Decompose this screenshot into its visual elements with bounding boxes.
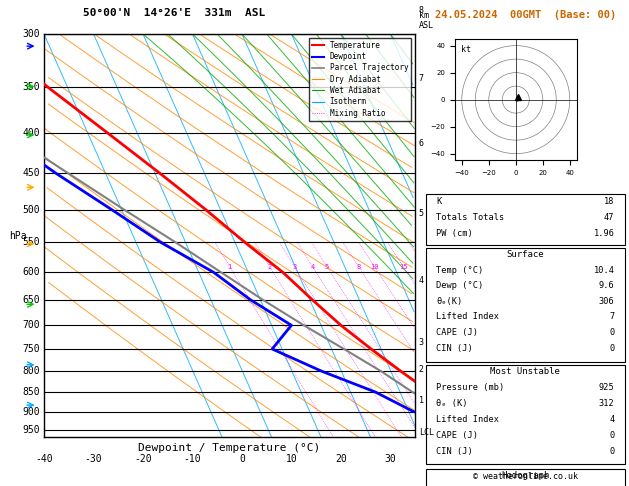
Text: LCL: LCL bbox=[419, 428, 434, 436]
Text: 700: 700 bbox=[23, 320, 40, 330]
Text: 5: 5 bbox=[325, 263, 329, 270]
Text: CIN (J): CIN (J) bbox=[436, 447, 473, 456]
Text: Most Unstable: Most Unstable bbox=[490, 367, 560, 376]
Text: 2: 2 bbox=[267, 263, 272, 270]
Text: 550: 550 bbox=[23, 237, 40, 247]
Text: Hodograph: Hodograph bbox=[501, 471, 549, 481]
Text: θₑ (K): θₑ (K) bbox=[436, 399, 467, 408]
Text: 8: 8 bbox=[357, 263, 361, 270]
Text: km
ASL: km ASL bbox=[419, 11, 434, 30]
Text: 925: 925 bbox=[599, 383, 615, 392]
Text: 450: 450 bbox=[23, 168, 40, 178]
Text: 18: 18 bbox=[604, 197, 615, 206]
Text: 10.4: 10.4 bbox=[594, 266, 615, 275]
Text: 4: 4 bbox=[311, 263, 314, 270]
Text: 8: 8 bbox=[419, 6, 424, 15]
Text: hPa: hPa bbox=[9, 231, 27, 241]
Text: 20: 20 bbox=[335, 453, 347, 464]
Text: 9.6: 9.6 bbox=[599, 281, 615, 291]
Text: 10: 10 bbox=[286, 453, 298, 464]
Text: © weatheronline.co.uk: © weatheronline.co.uk bbox=[473, 472, 577, 481]
Text: 50°00'N  14°26'E  331m  ASL: 50°00'N 14°26'E 331m ASL bbox=[83, 8, 265, 18]
Text: Totals Totals: Totals Totals bbox=[436, 213, 504, 222]
Text: 4: 4 bbox=[610, 415, 615, 424]
Text: 4: 4 bbox=[419, 276, 424, 285]
Text: 306: 306 bbox=[599, 297, 615, 306]
Text: CIN (J): CIN (J) bbox=[436, 344, 473, 353]
Text: 3: 3 bbox=[292, 263, 296, 270]
Text: 0: 0 bbox=[610, 431, 615, 440]
Text: Pressure (mb): Pressure (mb) bbox=[436, 383, 504, 392]
Text: 15: 15 bbox=[399, 263, 408, 270]
Text: 800: 800 bbox=[23, 366, 40, 376]
X-axis label: Dewpoint / Temperature (°C): Dewpoint / Temperature (°C) bbox=[138, 443, 321, 453]
Text: Lifted Index: Lifted Index bbox=[436, 312, 499, 322]
Text: 400: 400 bbox=[23, 128, 40, 138]
Text: 3: 3 bbox=[419, 338, 424, 347]
Text: 0: 0 bbox=[610, 344, 615, 353]
Text: θₑ(K): θₑ(K) bbox=[436, 297, 462, 306]
Text: 600: 600 bbox=[23, 267, 40, 278]
Text: 7: 7 bbox=[610, 312, 615, 322]
Text: 900: 900 bbox=[23, 407, 40, 417]
Text: 5: 5 bbox=[419, 209, 424, 218]
Text: Dewp (°C): Dewp (°C) bbox=[436, 281, 483, 291]
Text: K: K bbox=[436, 197, 441, 206]
Text: 312: 312 bbox=[599, 399, 615, 408]
Text: 1: 1 bbox=[228, 263, 231, 270]
Text: 500: 500 bbox=[23, 205, 40, 215]
Text: 6: 6 bbox=[419, 139, 424, 148]
Text: 2: 2 bbox=[419, 364, 424, 374]
Text: 750: 750 bbox=[23, 344, 40, 354]
Text: kt: kt bbox=[461, 45, 471, 54]
Text: 30: 30 bbox=[384, 453, 396, 464]
Text: 1.96: 1.96 bbox=[594, 229, 615, 238]
Text: 0: 0 bbox=[610, 328, 615, 337]
Text: 850: 850 bbox=[23, 387, 40, 397]
Text: 0: 0 bbox=[610, 447, 615, 456]
Text: -20: -20 bbox=[134, 453, 152, 464]
Text: Lifted Index: Lifted Index bbox=[436, 415, 499, 424]
Legend: Temperature, Dewpoint, Parcel Trajectory, Dry Adiabat, Wet Adiabat, Isotherm, Mi: Temperature, Dewpoint, Parcel Trajectory… bbox=[309, 38, 411, 121]
Text: 0: 0 bbox=[239, 453, 245, 464]
Text: 10: 10 bbox=[370, 263, 379, 270]
Text: 950: 950 bbox=[23, 425, 40, 435]
Text: 650: 650 bbox=[23, 295, 40, 305]
Text: Surface: Surface bbox=[506, 250, 544, 260]
Text: -30: -30 bbox=[85, 453, 103, 464]
Text: -10: -10 bbox=[184, 453, 201, 464]
Text: PW (cm): PW (cm) bbox=[436, 229, 473, 238]
Text: 24.05.2024  00GMT  (Base: 00): 24.05.2024 00GMT (Base: 00) bbox=[435, 10, 616, 20]
Text: 350: 350 bbox=[23, 82, 40, 92]
Text: Temp (°C): Temp (°C) bbox=[436, 266, 483, 275]
Text: CAPE (J): CAPE (J) bbox=[436, 328, 478, 337]
Text: CAPE (J): CAPE (J) bbox=[436, 431, 478, 440]
Text: 47: 47 bbox=[604, 213, 615, 222]
Text: -40: -40 bbox=[35, 453, 53, 464]
Text: 300: 300 bbox=[23, 29, 40, 39]
Text: 7: 7 bbox=[419, 73, 424, 83]
Text: 1: 1 bbox=[419, 396, 424, 404]
